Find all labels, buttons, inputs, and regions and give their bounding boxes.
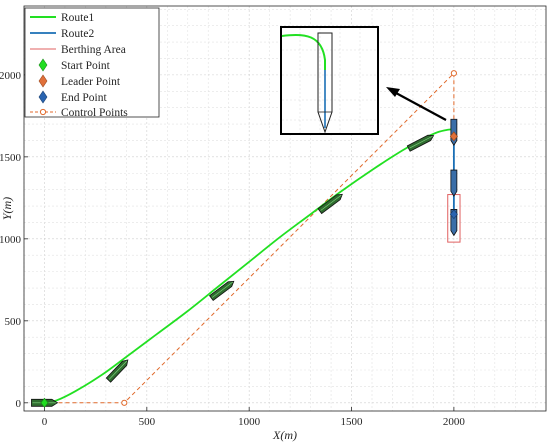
vessel-deck-line	[108, 360, 128, 380]
inset-vessel-outline	[317, 32, 333, 134]
legend-box	[24, 7, 160, 118]
end-point-marker	[449, 209, 458, 220]
vessel-deck-line	[409, 135, 433, 149]
vessel-hull	[450, 169, 458, 197]
control-point-marker	[121, 399, 128, 406]
vessel	[450, 169, 458, 197]
legend-item-start-point: Start Point	[38, 58, 111, 72]
x-axis-label: X(m)	[272, 428, 297, 442]
y-tick-label: 500	[5, 316, 22, 328]
x-tick-label: 500	[139, 416, 156, 428]
svg-text:Route2: Route2	[61, 28, 94, 40]
x-tick-label: 0	[42, 416, 48, 428]
x-tick-label: 2000	[443, 416, 466, 428]
y-tick-label: 1500	[0, 152, 22, 164]
legend-item-route2: Route2	[30, 28, 94, 40]
legend-item-leader-point: Leader Point	[38, 74, 121, 88]
leader-point-marker	[449, 131, 458, 142]
start-point-marker	[40, 397, 49, 408]
legend-item-end-point: End Point	[38, 90, 107, 104]
x-tick-label: 1500	[341, 416, 364, 428]
y-tick-label: 2000	[0, 70, 22, 82]
legend-item-route1: Route1	[30, 12, 94, 24]
inset-frame	[280, 26, 379, 135]
x-tick-label: 1000	[238, 416, 261, 428]
svg-text:Start Point: Start Point	[61, 60, 111, 72]
vessel	[105, 359, 129, 383]
svg-text:Berthing Area: Berthing Area	[61, 44, 126, 56]
inset-arrow	[386, 87, 447, 121]
svg-text:End Point: End Point	[61, 92, 107, 104]
y-axis-label: Y(m)	[0, 197, 14, 220]
svg-text:Route1: Route1	[61, 12, 94, 24]
vessel-deck-line	[320, 194, 342, 211]
legend-item-berthing-area: Berthing Area	[30, 44, 126, 56]
vessel	[406, 134, 435, 152]
y-tick-label: 1000	[0, 234, 22, 246]
vessel-layer	[31, 118, 458, 407]
legend: Route1 Route2 Berthing Area Start Point …	[24, 7, 160, 119]
svg-text:Control Points: Control Points	[61, 107, 128, 119]
inset-zoom	[280, 26, 379, 135]
vessel	[317, 193, 343, 215]
svg-text:Leader Point: Leader Point	[61, 76, 121, 88]
inset-route1-curve	[281, 33, 326, 70]
y-tick-label: 0	[16, 398, 22, 410]
control-point-marker	[450, 70, 457, 77]
plot-frame	[23, 5, 547, 412]
vessel-deck-line	[211, 281, 234, 298]
axis-ticks: 0 500 1000 1500 2000 0 500 1000 1500 2000	[0, 70, 465, 428]
marker-layer	[40, 131, 458, 408]
vessel	[208, 280, 235, 302]
legend-item-control-points: Control Points	[30, 107, 128, 119]
